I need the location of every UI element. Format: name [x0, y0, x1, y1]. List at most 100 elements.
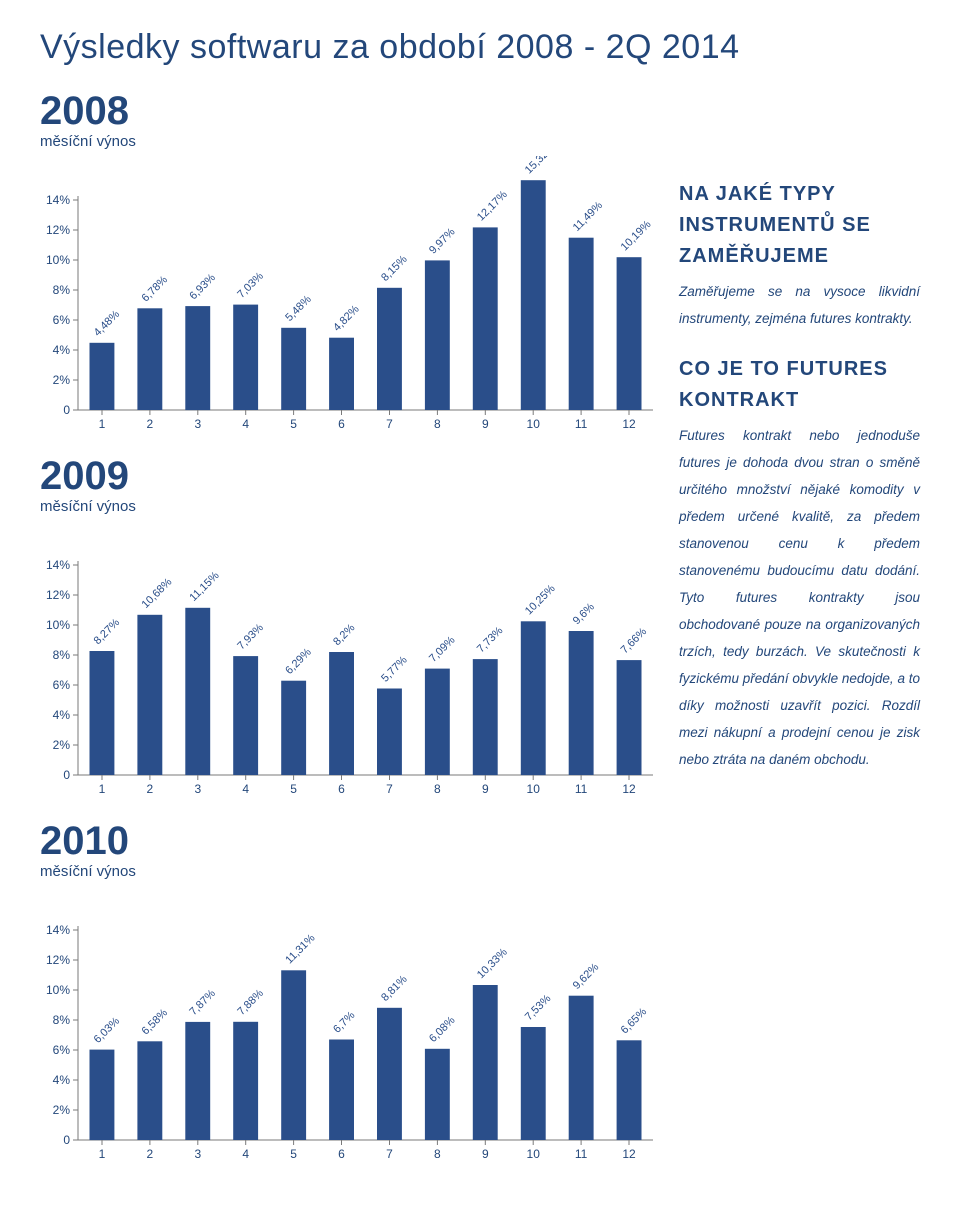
bar — [617, 257, 642, 410]
x-axis-label: 4 — [242, 1147, 249, 1161]
x-axis-label: 10 — [527, 1147, 541, 1161]
bar-value-label: 6,58% — [140, 1007, 171, 1038]
bar-value-label: 6,78% — [140, 274, 171, 305]
bar — [281, 970, 306, 1140]
x-axis-label: 7 — [386, 417, 393, 431]
x-axis-label: 3 — [194, 417, 201, 431]
bar-value-label: 5,77% — [379, 654, 410, 685]
x-axis-label: 2 — [147, 417, 154, 431]
bar-chart: 02%4%6%8%10%12%14%4,48%16,78%26,93%37,03… — [40, 156, 655, 434]
bar-value-label: 10,25% — [523, 582, 558, 617]
x-axis-label: 1 — [99, 1147, 106, 1161]
bar-value-label: 7,88% — [235, 987, 266, 1018]
bar-value-label: 10,19% — [619, 218, 654, 253]
bar — [233, 1022, 258, 1140]
chart-year-label: 2008 — [40, 91, 655, 131]
bar — [521, 180, 546, 410]
bar — [569, 996, 594, 1140]
bar — [137, 1041, 162, 1140]
bar-chart: 02%4%6%8%10%12%14%8,27%110,68%211,15%37,… — [40, 521, 655, 799]
bar — [521, 621, 546, 775]
y-axis-label: 4% — [53, 343, 71, 357]
y-axis-label: 8% — [53, 283, 71, 297]
bar — [329, 652, 354, 775]
bar-value-label: 6,08% — [427, 1014, 458, 1045]
bar-value-label: 7,73% — [475, 625, 506, 656]
bar-value-label: 10,68% — [140, 576, 175, 611]
x-axis-label: 9 — [482, 417, 489, 431]
chart-year-label: 2010 — [40, 821, 655, 861]
bar — [137, 615, 162, 775]
bar-value-label: 4,48% — [92, 308, 123, 339]
x-axis-label: 5 — [290, 417, 297, 431]
bar-value-label: 6,65% — [619, 1006, 650, 1037]
bar-value-label: 11,15% — [187, 569, 221, 603]
sidebar-text-1: Zaměřujeme se na vysoce likvidní instrum… — [679, 278, 920, 332]
chart-subtitle: měsíční výnos — [40, 498, 655, 515]
x-axis-label: 12 — [622, 782, 636, 796]
sidebar-text-2: Futures kontrakt nebo jednoduše futures … — [679, 422, 920, 773]
y-axis-label: 0 — [63, 1133, 70, 1147]
y-axis-label: 6% — [53, 678, 71, 692]
y-axis-label: 6% — [53, 313, 71, 327]
bar — [617, 660, 642, 775]
x-axis-label: 2 — [147, 782, 154, 796]
chart-container: 02%4%6%8%10%12%14%8,27%110,68%211,15%37,… — [40, 521, 655, 799]
x-axis-label: 3 — [194, 1147, 201, 1161]
y-axis-label: 10% — [46, 983, 70, 997]
bar — [521, 1027, 546, 1140]
y-axis-label: 4% — [53, 708, 71, 722]
chart-container: 02%4%6%8%10%12%14%6,03%16,58%27,87%37,88… — [40, 886, 655, 1164]
x-axis-label: 12 — [622, 417, 636, 431]
x-axis-label: 8 — [434, 417, 441, 431]
bar — [185, 1022, 210, 1140]
bar-value-label: 7,87% — [187, 987, 218, 1018]
bar-value-label: 6,93% — [187, 272, 218, 303]
bar-value-label: 6,7% — [331, 1009, 357, 1035]
chart-year-label: 2009 — [40, 456, 655, 496]
chart-heading: 2009 měsíční výnos — [40, 456, 655, 515]
x-axis-label: 10 — [527, 782, 541, 796]
x-axis-label: 10 — [527, 417, 541, 431]
y-axis-label: 0 — [63, 768, 70, 782]
bar — [329, 1040, 354, 1141]
bar — [90, 651, 115, 775]
bar-value-label: 10,33% — [475, 946, 510, 981]
bar-value-label: 8,15% — [379, 253, 410, 284]
bar-value-label: 8,27% — [92, 616, 123, 647]
bar — [90, 1050, 115, 1141]
bar-value-label: 9,62% — [571, 961, 602, 992]
bar — [377, 288, 402, 410]
y-axis-label: 2% — [53, 373, 71, 387]
y-axis-label: 4% — [53, 1073, 71, 1087]
x-axis-label: 3 — [194, 782, 201, 796]
y-axis-label: 6% — [53, 1043, 71, 1057]
bar-value-label: 15,32% — [523, 156, 558, 176]
bar — [137, 308, 162, 410]
bar — [233, 305, 258, 410]
bar — [185, 306, 210, 410]
sidebar-heading-2: CO JE TO FUTURES KONTRAKT — [679, 354, 920, 416]
bar — [425, 669, 450, 775]
y-axis-label: 14% — [46, 558, 70, 572]
sidebar-column: NA JAKÉ TYPY INSTRUMENTŮ SE ZAMĚŘUJEME Z… — [679, 91, 920, 773]
bar-value-label: 11,31% — [283, 932, 317, 966]
y-axis-label: 10% — [46, 618, 70, 632]
x-axis-label: 5 — [290, 782, 297, 796]
bar-value-label: 7,66% — [619, 626, 650, 657]
bar — [473, 985, 498, 1140]
y-axis-label: 12% — [46, 223, 70, 237]
bar — [425, 260, 450, 410]
chart-heading: 2010měsíční výnos — [40, 821, 655, 880]
bar — [329, 338, 354, 410]
sidebar-heading-1: NA JAKÉ TYPY INSTRUMENTŮ SE ZAMĚŘUJEME — [679, 179, 920, 272]
x-axis-label: 5 — [290, 1147, 297, 1161]
bar — [617, 1040, 642, 1140]
bar — [185, 608, 210, 775]
x-axis-label: 9 — [482, 1147, 489, 1161]
chart-subtitle: měsíční výnos — [40, 133, 655, 150]
y-axis-label: 8% — [53, 648, 71, 662]
y-axis-label: 10% — [46, 253, 70, 267]
chart-container: 02%4%6%8%10%12%14%4,48%16,78%26,93%37,03… — [40, 156, 655, 434]
bar-value-label: 11,49% — [571, 199, 605, 233]
